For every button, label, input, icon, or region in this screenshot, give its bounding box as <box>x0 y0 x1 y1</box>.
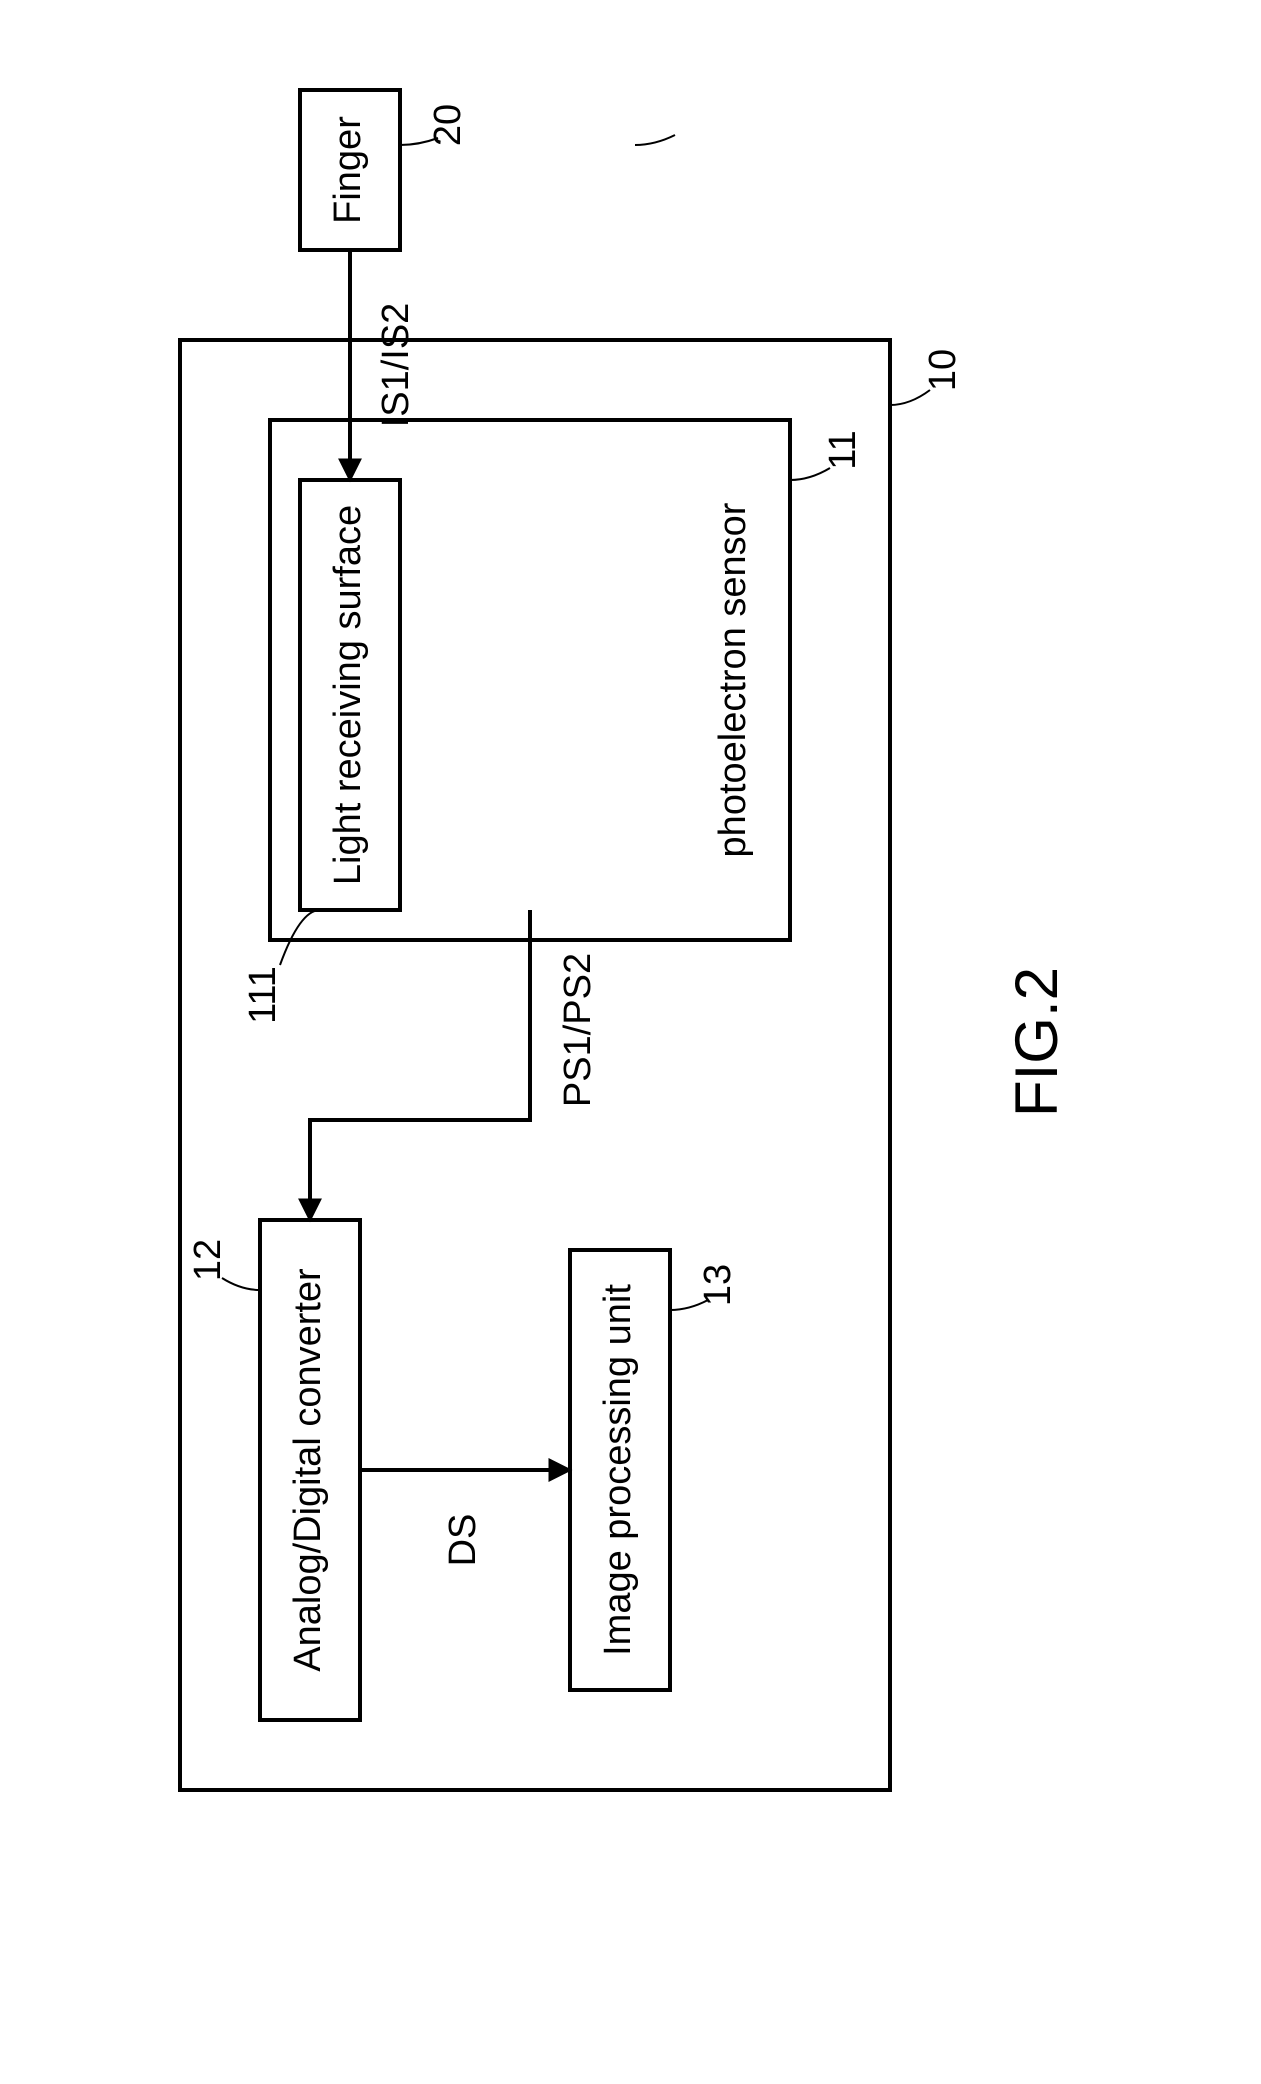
finger-label: Finger <box>327 116 369 224</box>
sensor-label: photoelectron sensor <box>712 502 754 857</box>
adc-label: Analog/Digital converter <box>287 1268 329 1672</box>
signal-ps: PS1/PS2 <box>557 953 599 1107</box>
proc-label: Image processing unit <box>597 1284 639 1656</box>
signal-ds: DS <box>442 1514 484 1567</box>
figure-caption: FIG.2 <box>1003 967 1070 1117</box>
signal-is: IS1/IS2 <box>375 303 417 428</box>
surface-ref: 111 <box>242 966 284 1024</box>
adc-ref: 12 <box>187 1239 229 1281</box>
outer-ref: 10 <box>922 349 964 391</box>
proc-ref: 13 <box>697 1264 739 1306</box>
surface-label: Light receiving surface <box>327 505 369 885</box>
sensor-ref: 11 <box>822 430 864 469</box>
